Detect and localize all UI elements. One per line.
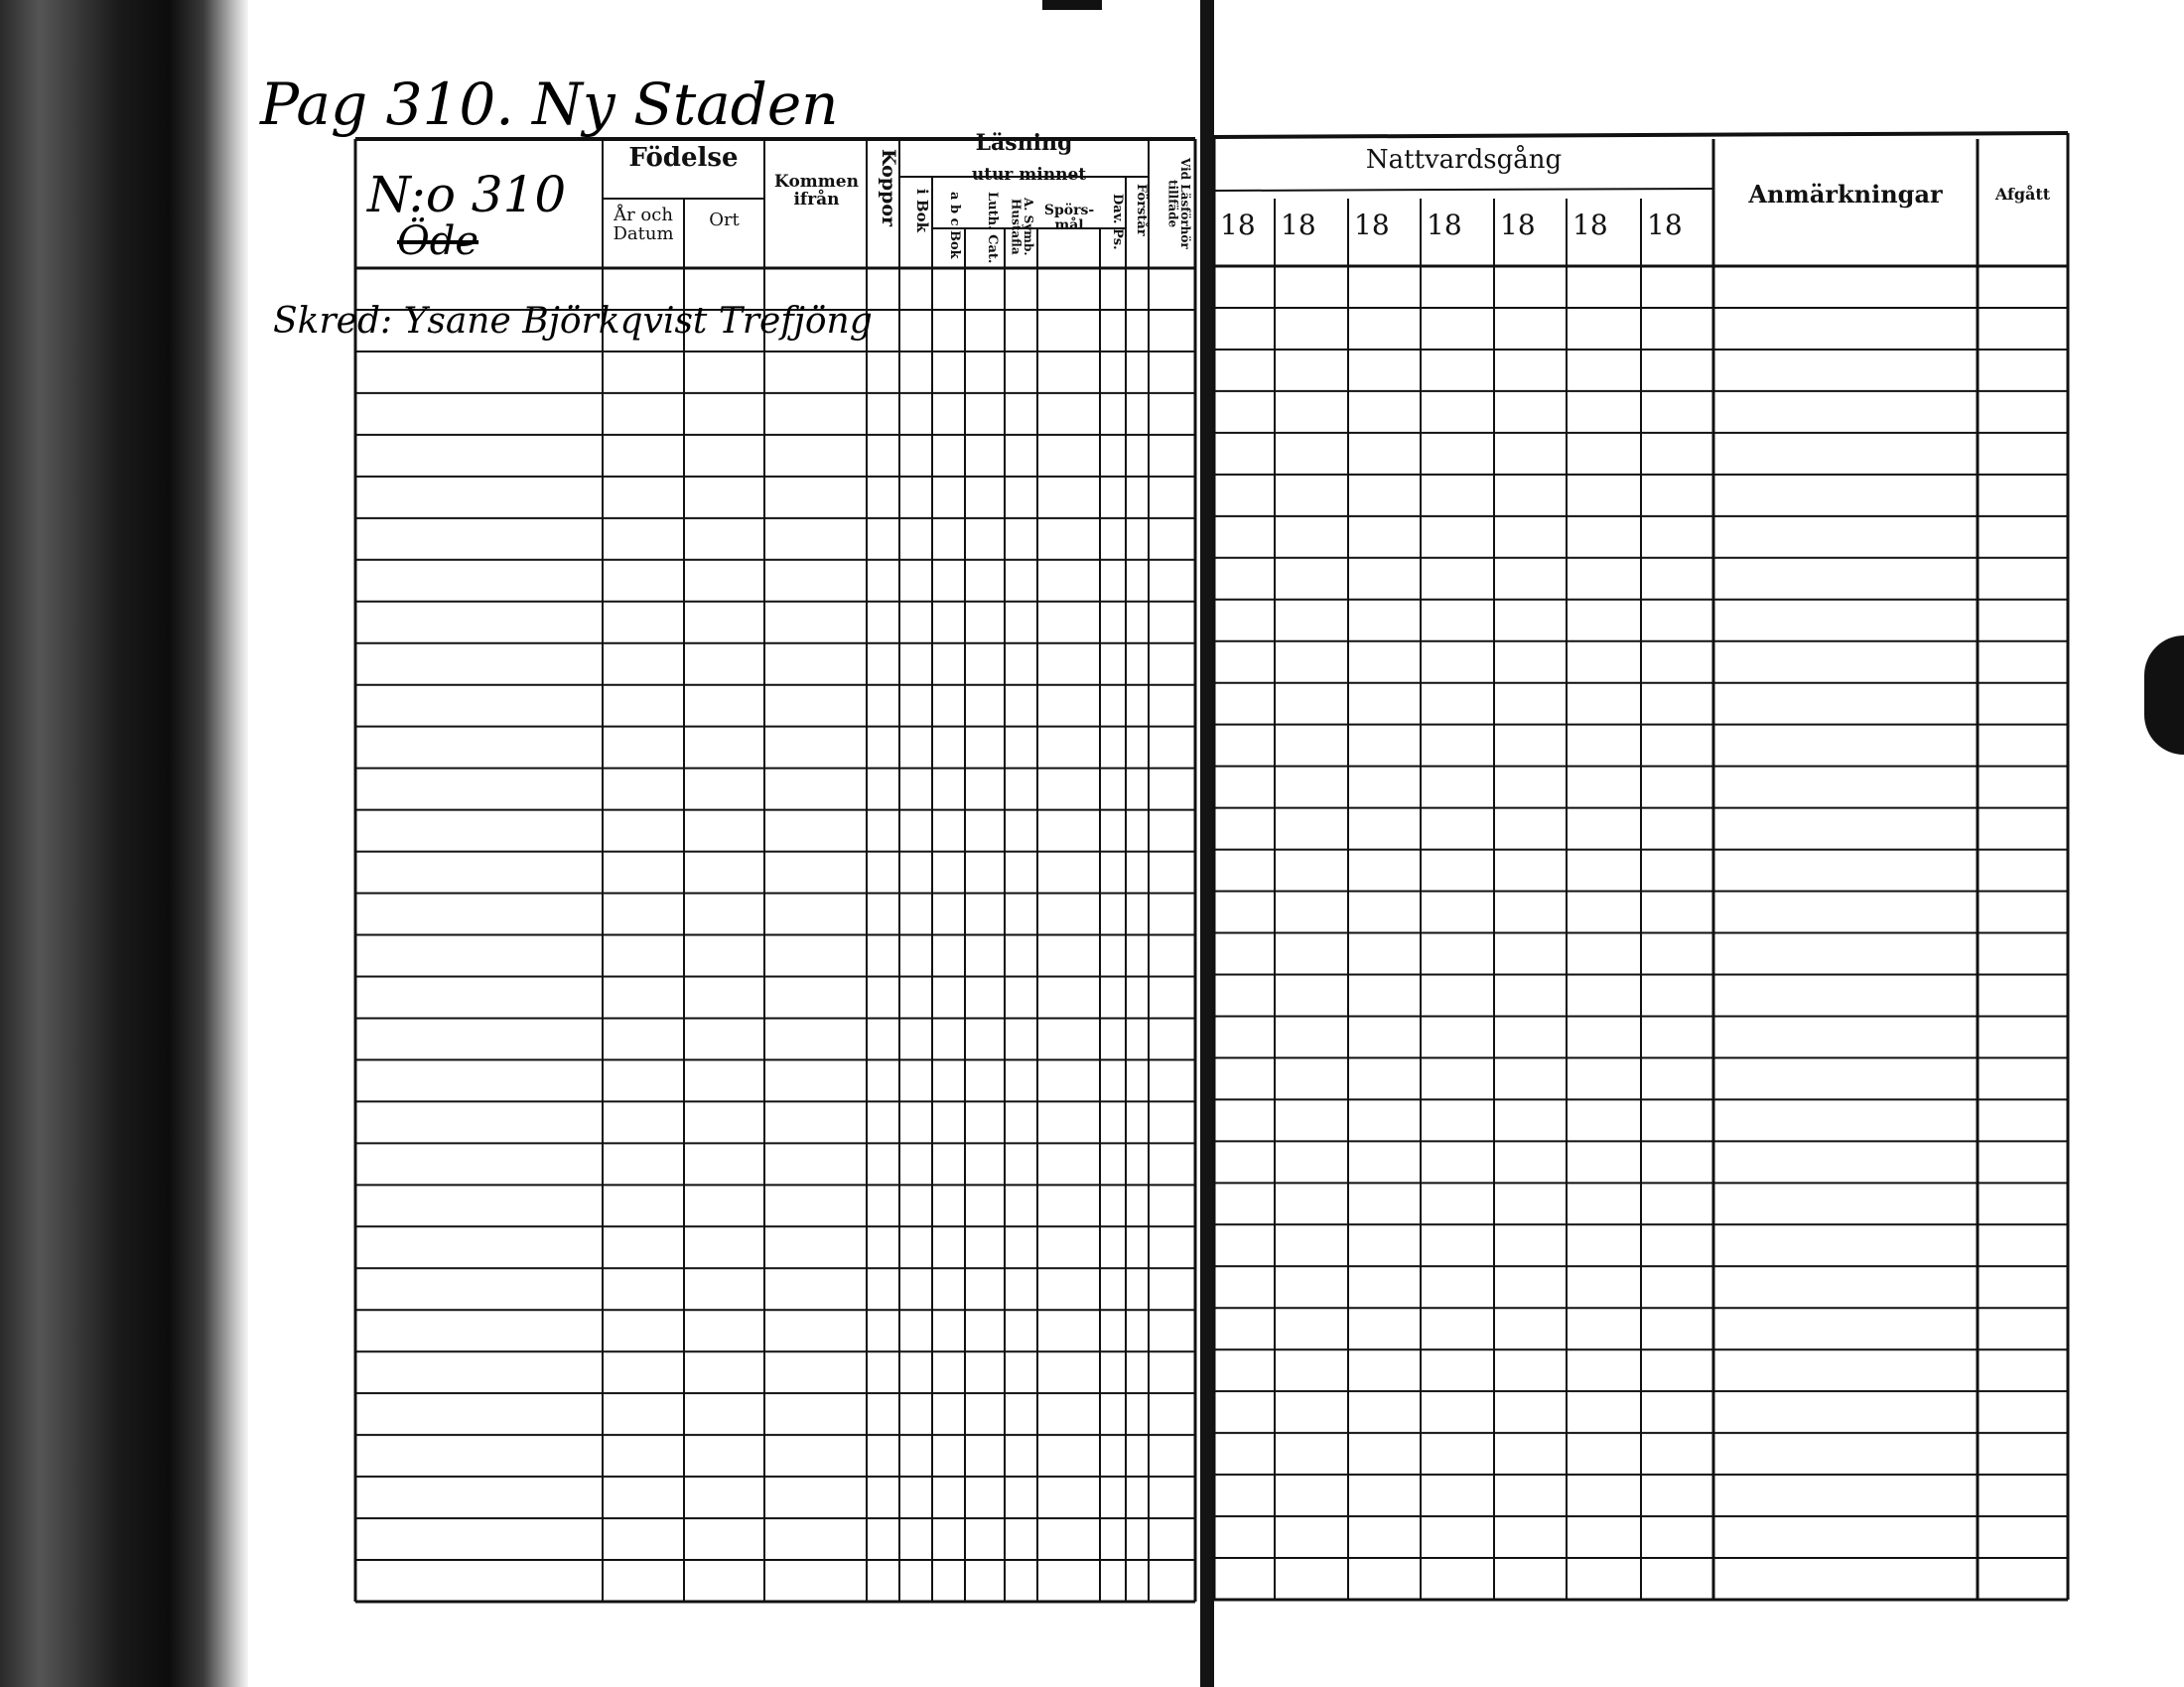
header-year-5: 18	[1500, 209, 1536, 241]
header-ar-och-datum: År och Datum	[613, 205, 674, 244]
book-gutter	[1200, 0, 1214, 1687]
handwritten-place: Öde	[397, 218, 479, 264]
header-afgatt: Afgått	[1994, 185, 2051, 204]
header-lasning: Läsning	[975, 130, 1073, 156]
header-year-4: 18	[1427, 209, 1462, 241]
header-dav-ps: Dav. Ps.	[1110, 194, 1125, 250]
header-i-bok: i Bok	[913, 189, 931, 232]
header-abc-bok: a b c Bok	[947, 192, 962, 259]
header-koppor: Koppor	[878, 149, 899, 227]
header-year-3: 18	[1354, 209, 1390, 241]
handwritten-page-title: Pag 310. Ny Staden	[260, 70, 839, 138]
handwritten-number: N:o 310	[367, 166, 567, 223]
header-sporsmal: Spörs-mål	[1043, 203, 1095, 233]
header-year-7: 18	[1647, 209, 1683, 241]
header-vid-lasforhor: Vid Läsförhör tillfäde	[1165, 158, 1192, 249]
scan-artifact	[2144, 635, 2184, 755]
header-year-2: 18	[1281, 209, 1316, 241]
header-luth-cat: Luth. Cat.	[985, 192, 1000, 264]
header-forstar: Förstår	[1134, 184, 1149, 236]
header-nattvardsgang: Nattvardsgång	[1365, 145, 1563, 175]
header-kommen-ifran: Kommen ifrån	[774, 172, 859, 210]
scan-artifact	[1042, 0, 1102, 10]
header-divider	[1213, 188, 1714, 192]
header-fodelse: Födelse	[628, 143, 739, 173]
header-ort: Ort	[709, 210, 740, 230]
header-year-6: 18	[1572, 209, 1608, 241]
table-top-border	[1213, 131, 2069, 139]
header-utur-minnet: utur minnet	[971, 165, 1087, 185]
book-binding	[0, 0, 248, 1687]
header-a-symb: A. Symb. Hustafla	[1009, 197, 1035, 256]
header-year-1: 18	[1220, 209, 1256, 241]
header-anmarkningar: Anmärkningar	[1748, 180, 1943, 209]
handwritten-entry: Skred: Ysane Björkqvist Trefjöng	[273, 301, 873, 342]
